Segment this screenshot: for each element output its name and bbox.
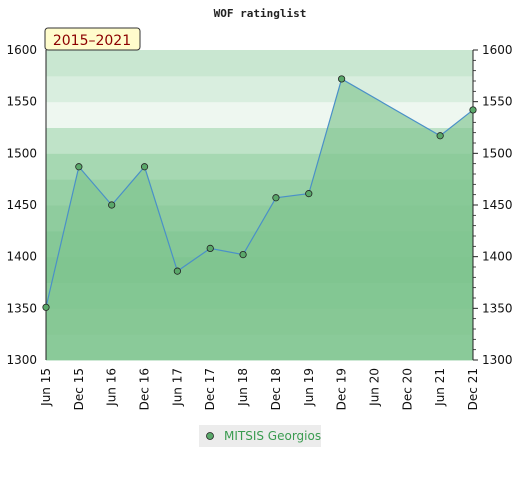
x-tick-label: Dec 18: [269, 368, 283, 410]
x-tick-label: Jun 18: [236, 368, 250, 407]
x-tick-label: Dec 20: [400, 368, 414, 410]
data-point: [206, 244, 214, 252]
x-tick-label: Dec 19: [335, 368, 349, 410]
data-point: [239, 251, 247, 259]
data-point: [469, 106, 477, 114]
x-tick-label: Jun 17: [170, 368, 184, 407]
y-tick-label-right: 1550: [482, 95, 513, 109]
y-axis-left: 1300 1350 1400 1450 1500 1550 1600: [6, 43, 37, 367]
background-band: [46, 50, 473, 77]
x-tick-label: Jun 16: [105, 368, 119, 407]
y-tick-label-left: 1300: [6, 353, 37, 367]
x-tick-label: Jun 19: [302, 368, 316, 407]
background-band: [46, 75, 473, 103]
x-tick-label: Jun 21: [433, 368, 447, 407]
x-tick-label: Dec 17: [203, 368, 217, 410]
legend-marker: [206, 432, 214, 440]
x-axis: Jun 15 Dec 15 Jun 16 Dec 16 Jun 17 Dec 17 Jun …: [39, 368, 480, 410]
y-tick-label-left: 1500: [6, 146, 37, 160]
y-tick-label-right: 1450: [482, 198, 513, 212]
y-tick-label-right: 1350: [482, 301, 513, 315]
x-tick-label: Dec 15: [72, 368, 86, 410]
data-point: [338, 75, 346, 83]
data-point: [42, 303, 50, 311]
period-badge: 2015–2021: [44, 27, 141, 51]
chart-title: WOF ratinglist: [214, 7, 307, 20]
data-points: [42, 75, 477, 311]
area-layer: [45, 78, 474, 360]
y-tick-label-right: 1300: [482, 353, 513, 367]
y-tick-label-left: 1400: [6, 250, 37, 264]
y-tick-label-left: 1450: [6, 198, 37, 212]
x-tick-label: Dec 21: [466, 368, 480, 410]
series-area: [46, 78, 473, 360]
data-point: [436, 132, 444, 140]
data-point: [140, 163, 149, 171]
y-tick-label-left: 1350: [6, 301, 37, 315]
period-badge-box: [44, 27, 141, 51]
data-point: [173, 267, 181, 275]
series-line: [45, 78, 474, 308]
y-tick-label-right: 1600: [482, 43, 513, 57]
y-tick-label-right: 1400: [482, 250, 513, 264]
x-tick-label: Jun 20: [367, 368, 381, 407]
data-point: [108, 201, 116, 209]
y-tick-label-left: 1600: [6, 43, 37, 57]
y-tick-label-right: 1500: [482, 146, 513, 160]
legend-box: [199, 425, 321, 447]
legend: MITSIS Georgios: [199, 425, 321, 447]
period-badge-label: 2015–2021: [53, 33, 131, 49]
x-tick-label: Dec 16: [138, 368, 152, 410]
x-tick-label: Jun 15: [39, 368, 53, 407]
data-point: [75, 163, 83, 171]
y-axis-right: 1300 1350 1400 1450 1500 1550 1600: [473, 43, 513, 367]
legend-label: MITSIS Georgios: [224, 429, 321, 443]
data-point: [272, 194, 280, 202]
y-tick-label-left: 1550: [6, 95, 37, 109]
data-point: [305, 190, 313, 198]
